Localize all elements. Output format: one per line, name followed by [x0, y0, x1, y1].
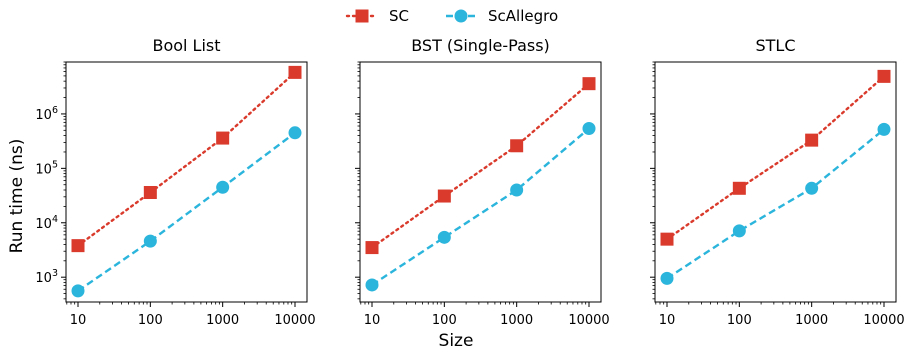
x-axis-label: Size	[439, 331, 474, 351]
y-tick-label: 105	[35, 159, 58, 177]
legend-label-scallegro: ScAllegro	[488, 7, 558, 25]
x-tick-label: 100	[727, 313, 752, 328]
x-tick-label: 10	[659, 313, 676, 328]
data-point-sc	[510, 139, 524, 153]
x-tick-label: 10000	[274, 313, 315, 328]
data-point-sc	[216, 131, 230, 145]
data-point-scallegro	[660, 271, 674, 285]
panel-2: BST (Single-Pass) 10 100 1000 10000	[355, 36, 610, 328]
panel-title: STLC	[755, 36, 795, 55]
x-tick-label: 1000	[206, 313, 239, 328]
y-tick-label: 106	[35, 105, 58, 123]
legend-label-sc: SC	[389, 7, 409, 25]
x-tick-label: 100	[138, 313, 163, 328]
y-tick-label: 103	[35, 268, 58, 286]
x-tick-label: 100	[432, 313, 457, 328]
series-line-sc	[76, 71, 297, 247]
data-point-sc	[143, 185, 157, 199]
x-tick-label: 10	[70, 313, 87, 328]
data-point-sc	[71, 239, 85, 253]
data-point-scallegro	[510, 183, 524, 197]
panel-title: BST (Single-Pass)	[411, 36, 550, 55]
x-tick-label: 1000	[500, 313, 533, 328]
data-point-scallegro	[805, 181, 819, 195]
series-line-sc	[665, 75, 886, 241]
data-point-sc	[805, 133, 819, 147]
panel-title: Bool List	[152, 36, 220, 55]
plot-frame	[359, 61, 602, 303]
data-point-sc	[437, 189, 451, 203]
legend-marker-scallegro	[454, 9, 468, 23]
data-point-sc	[582, 77, 596, 91]
series-line-scallegro	[77, 131, 296, 292]
data-point-scallegro	[71, 284, 85, 298]
plot-frame	[65, 61, 308, 303]
y-axis-label: Run time (ns)	[7, 139, 27, 254]
series-line-sc	[370, 82, 591, 249]
data-point-sc	[288, 65, 302, 79]
series-line-scallegro	[666, 128, 885, 280]
data-point-scallegro	[732, 224, 746, 238]
panel-3: STLC 10 100 1000 10000	[650, 36, 905, 328]
legend: SC ScAllegro	[345, 7, 558, 25]
data-point-sc	[732, 181, 746, 195]
x-tick-label: 1000	[795, 313, 828, 328]
data-point-scallegro	[365, 278, 379, 292]
legend-marker-sc	[355, 9, 369, 23]
data-point-sc	[365, 241, 379, 255]
data-point-scallegro	[582, 121, 596, 135]
data-point-scallegro	[143, 234, 157, 248]
series-line-scallegro	[371, 127, 590, 286]
panel-1: Bool List 103 104 105 106 10 100 1000 10000	[35, 36, 315, 328]
data-point-scallegro	[437, 230, 451, 244]
x-tick-label: 10000	[863, 313, 904, 328]
data-point-scallegro	[216, 180, 230, 194]
data-point-sc	[877, 69, 891, 83]
data-point-scallegro	[877, 122, 891, 136]
data-point-sc	[660, 232, 674, 246]
y-tick-label: 104	[35, 214, 58, 232]
x-tick-label: 10	[364, 313, 381, 328]
x-tick-label: 10000	[568, 313, 609, 328]
plot-frame	[654, 61, 897, 303]
data-point-scallegro	[288, 126, 302, 140]
